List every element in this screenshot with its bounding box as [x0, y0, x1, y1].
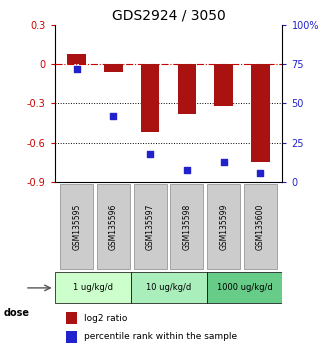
- Bar: [178, 64, 196, 114]
- FancyBboxPatch shape: [55, 273, 131, 303]
- Point: [258, 170, 263, 176]
- Bar: [67, 54, 86, 64]
- Text: percentile rank within the sample: percentile rank within the sample: [84, 332, 237, 341]
- Text: log2 ratio: log2 ratio: [84, 314, 127, 322]
- Text: GSM135598: GSM135598: [182, 203, 191, 250]
- Bar: [66, 312, 77, 324]
- Text: GSM135599: GSM135599: [219, 203, 228, 250]
- FancyBboxPatch shape: [97, 184, 130, 269]
- Text: dose: dose: [3, 308, 29, 318]
- Bar: [104, 64, 123, 72]
- FancyBboxPatch shape: [207, 184, 240, 269]
- FancyBboxPatch shape: [206, 273, 282, 303]
- FancyBboxPatch shape: [134, 184, 167, 269]
- Text: GSM135596: GSM135596: [109, 203, 118, 250]
- FancyBboxPatch shape: [244, 184, 277, 269]
- FancyBboxPatch shape: [131, 273, 206, 303]
- Text: 1000 ug/kg/d: 1000 ug/kg/d: [217, 283, 273, 292]
- Text: GSM135595: GSM135595: [72, 203, 81, 250]
- Point: [184, 167, 189, 172]
- Bar: [251, 64, 270, 162]
- Point: [74, 66, 79, 72]
- Bar: [214, 64, 233, 106]
- Text: 10 ug/kg/d: 10 ug/kg/d: [146, 283, 191, 292]
- Point: [221, 159, 226, 165]
- Bar: [141, 64, 159, 132]
- Point: [148, 151, 153, 157]
- Text: GSM135600: GSM135600: [256, 203, 265, 250]
- Point: [111, 113, 116, 119]
- Title: GDS2924 / 3050: GDS2924 / 3050: [112, 8, 225, 22]
- FancyBboxPatch shape: [170, 184, 204, 269]
- FancyBboxPatch shape: [60, 184, 93, 269]
- Bar: [66, 331, 77, 343]
- Text: 1 ug/kg/d: 1 ug/kg/d: [73, 283, 113, 292]
- Text: GSM135597: GSM135597: [146, 203, 155, 250]
